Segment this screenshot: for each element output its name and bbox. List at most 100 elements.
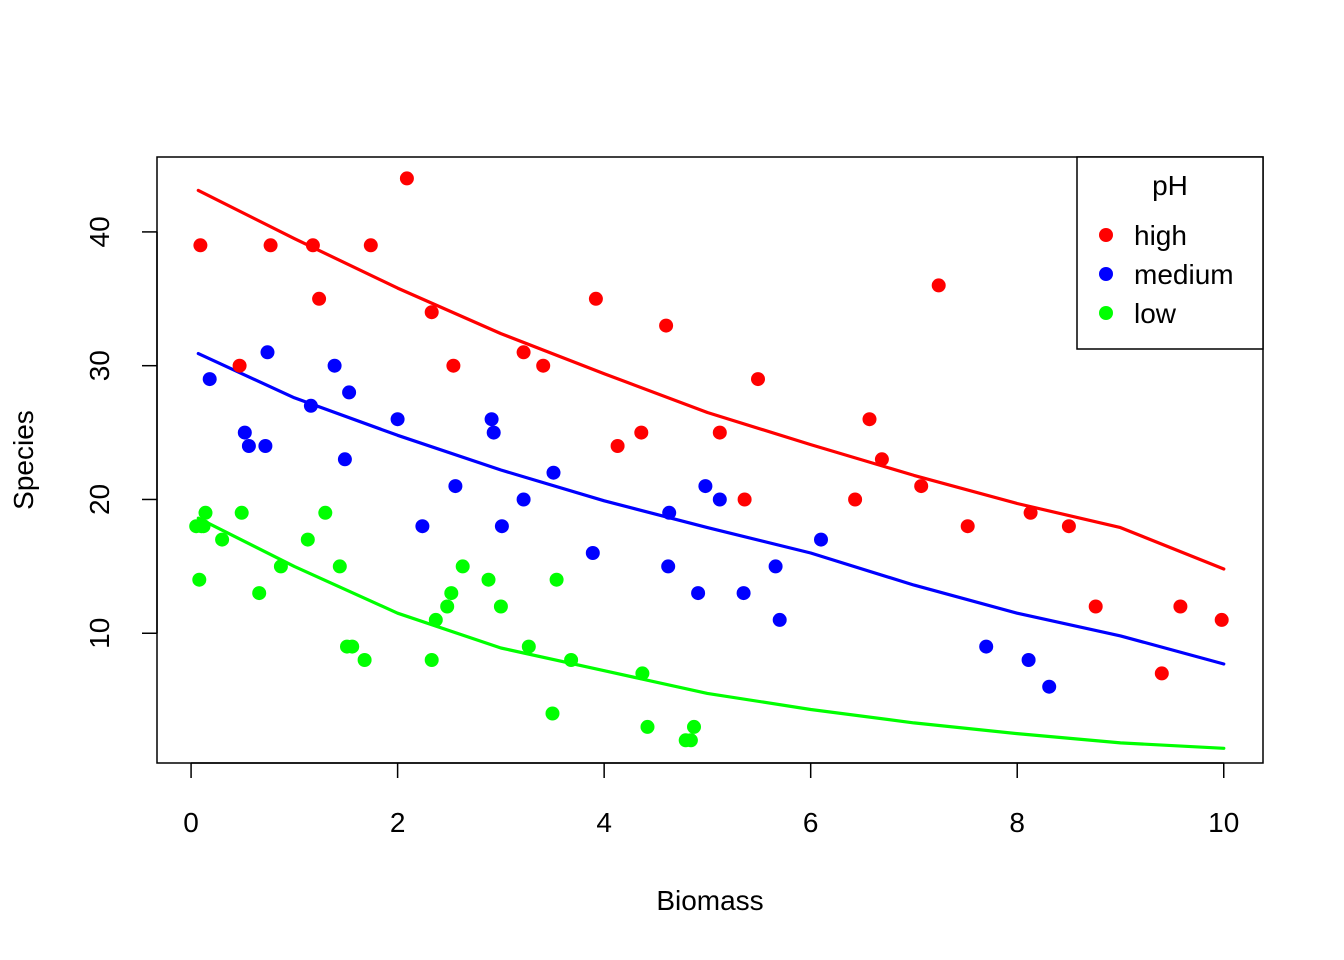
data-point-medium bbox=[241, 439, 256, 453]
y-tick-label: 10 bbox=[84, 618, 115, 649]
data-point-high bbox=[232, 358, 247, 373]
fit-curve-medium bbox=[196, 352, 1226, 666]
data-point-medium bbox=[691, 586, 706, 601]
data-point-high bbox=[588, 291, 603, 306]
data-point-low bbox=[683, 733, 698, 748]
data-point-high bbox=[1173, 599, 1188, 614]
data-point-medium bbox=[337, 452, 352, 467]
x-axis-title: Biomass bbox=[656, 885, 763, 916]
legend-label-high: high bbox=[1134, 220, 1187, 251]
data-point-high bbox=[737, 492, 752, 507]
x-tick-label: 10 bbox=[1208, 807, 1239, 838]
data-point-medium bbox=[585, 546, 600, 560]
data-point-medium bbox=[772, 612, 787, 627]
data-point-high bbox=[1088, 599, 1103, 614]
data-point-medium bbox=[662, 505, 677, 520]
data-point-medium bbox=[448, 479, 463, 494]
x-tick-label: 4 bbox=[596, 807, 612, 838]
data-point-medium bbox=[484, 412, 499, 427]
data-point-high bbox=[634, 425, 649, 440]
data-point-low bbox=[300, 532, 315, 547]
data-point-low bbox=[493, 599, 508, 614]
data-point-medium bbox=[202, 372, 217, 387]
data-point-low bbox=[635, 666, 650, 681]
data-point-low bbox=[345, 639, 360, 654]
data-point-medium bbox=[698, 479, 713, 494]
fit-curve-low bbox=[196, 516, 1226, 750]
data-point-high bbox=[305, 238, 320, 253]
data-point-medium bbox=[546, 465, 561, 480]
data-point-medium bbox=[661, 559, 676, 574]
data-point-medium bbox=[303, 398, 318, 413]
data-point-low bbox=[687, 719, 701, 734]
y-tick-label: 20 bbox=[84, 484, 115, 515]
data-point-high bbox=[659, 318, 674, 333]
data-point-medium bbox=[1042, 679, 1057, 694]
data-point-medium bbox=[814, 532, 828, 547]
data-point-high bbox=[914, 479, 929, 494]
data-point-low bbox=[273, 559, 288, 574]
data-point-medium bbox=[494, 519, 509, 534]
legend: pH high medium low bbox=[1076, 156, 1264, 350]
data-point-high bbox=[751, 372, 765, 387]
data-point-low bbox=[192, 572, 207, 587]
data-point-low bbox=[196, 519, 211, 534]
data-point-high bbox=[862, 412, 877, 427]
data-point-high bbox=[536, 358, 551, 373]
x-tick-label: 8 bbox=[1009, 807, 1025, 838]
data-point-high bbox=[516, 345, 531, 360]
data-point-medium bbox=[342, 385, 357, 400]
data-point-medium bbox=[736, 586, 751, 601]
data-point-low bbox=[424, 653, 439, 667]
y-axis-title: Species bbox=[8, 410, 39, 510]
data-point-medium bbox=[237, 425, 252, 440]
data-point-low bbox=[545, 706, 560, 721]
data-point-high bbox=[960, 519, 975, 534]
data-point-low bbox=[215, 532, 230, 547]
data-point-medium bbox=[516, 492, 531, 507]
legend-marker-low bbox=[1099, 306, 1113, 320]
legend-title: pH bbox=[1152, 170, 1188, 201]
data-point-high bbox=[399, 171, 414, 186]
x-axis: 0 2 4 6 8 10 bbox=[183, 762, 1239, 838]
fit-curve-high bbox=[196, 188, 1226, 571]
data-point-low bbox=[198, 505, 213, 520]
y-axis: 10 20 30 40 bbox=[84, 216, 158, 649]
data-point-medium bbox=[258, 439, 273, 453]
data-point-high bbox=[610, 439, 625, 453]
data-point-high bbox=[848, 492, 863, 507]
legend-marker-medium bbox=[1099, 267, 1113, 281]
data-point-high bbox=[363, 238, 378, 253]
data-point-low bbox=[549, 572, 564, 587]
data-point-medium bbox=[486, 425, 501, 440]
data-point-medium bbox=[327, 358, 342, 373]
data-point-high bbox=[1154, 666, 1169, 681]
data-point-low bbox=[428, 612, 443, 627]
x-tick-label: 0 bbox=[183, 807, 199, 838]
data-point-high bbox=[193, 238, 208, 253]
data-point-high bbox=[1061, 519, 1076, 534]
data-point-low bbox=[252, 586, 267, 601]
data-point-medium bbox=[415, 519, 430, 534]
data-point-low bbox=[481, 572, 496, 587]
data-point-high bbox=[712, 425, 727, 440]
data-point-high bbox=[446, 358, 461, 373]
legend-label-low: low bbox=[1134, 298, 1177, 329]
data-point-high bbox=[263, 238, 278, 253]
data-point-high bbox=[1214, 612, 1229, 627]
data-point-low bbox=[332, 559, 347, 574]
data-point-high bbox=[424, 305, 439, 320]
x-tick-label: 6 bbox=[803, 807, 819, 838]
data-point-low bbox=[444, 586, 459, 601]
legend-marker-high bbox=[1099, 228, 1113, 242]
data-point-high bbox=[312, 291, 327, 306]
data-point-medium bbox=[979, 639, 994, 654]
data-point-low bbox=[234, 505, 249, 520]
plot-area bbox=[156, 156, 1264, 764]
data-point-high bbox=[874, 452, 889, 467]
data-point-medium bbox=[1021, 653, 1036, 667]
data-point-high bbox=[1023, 505, 1038, 520]
y-tick-label: 30 bbox=[84, 350, 115, 381]
data-point-medium bbox=[712, 492, 727, 507]
